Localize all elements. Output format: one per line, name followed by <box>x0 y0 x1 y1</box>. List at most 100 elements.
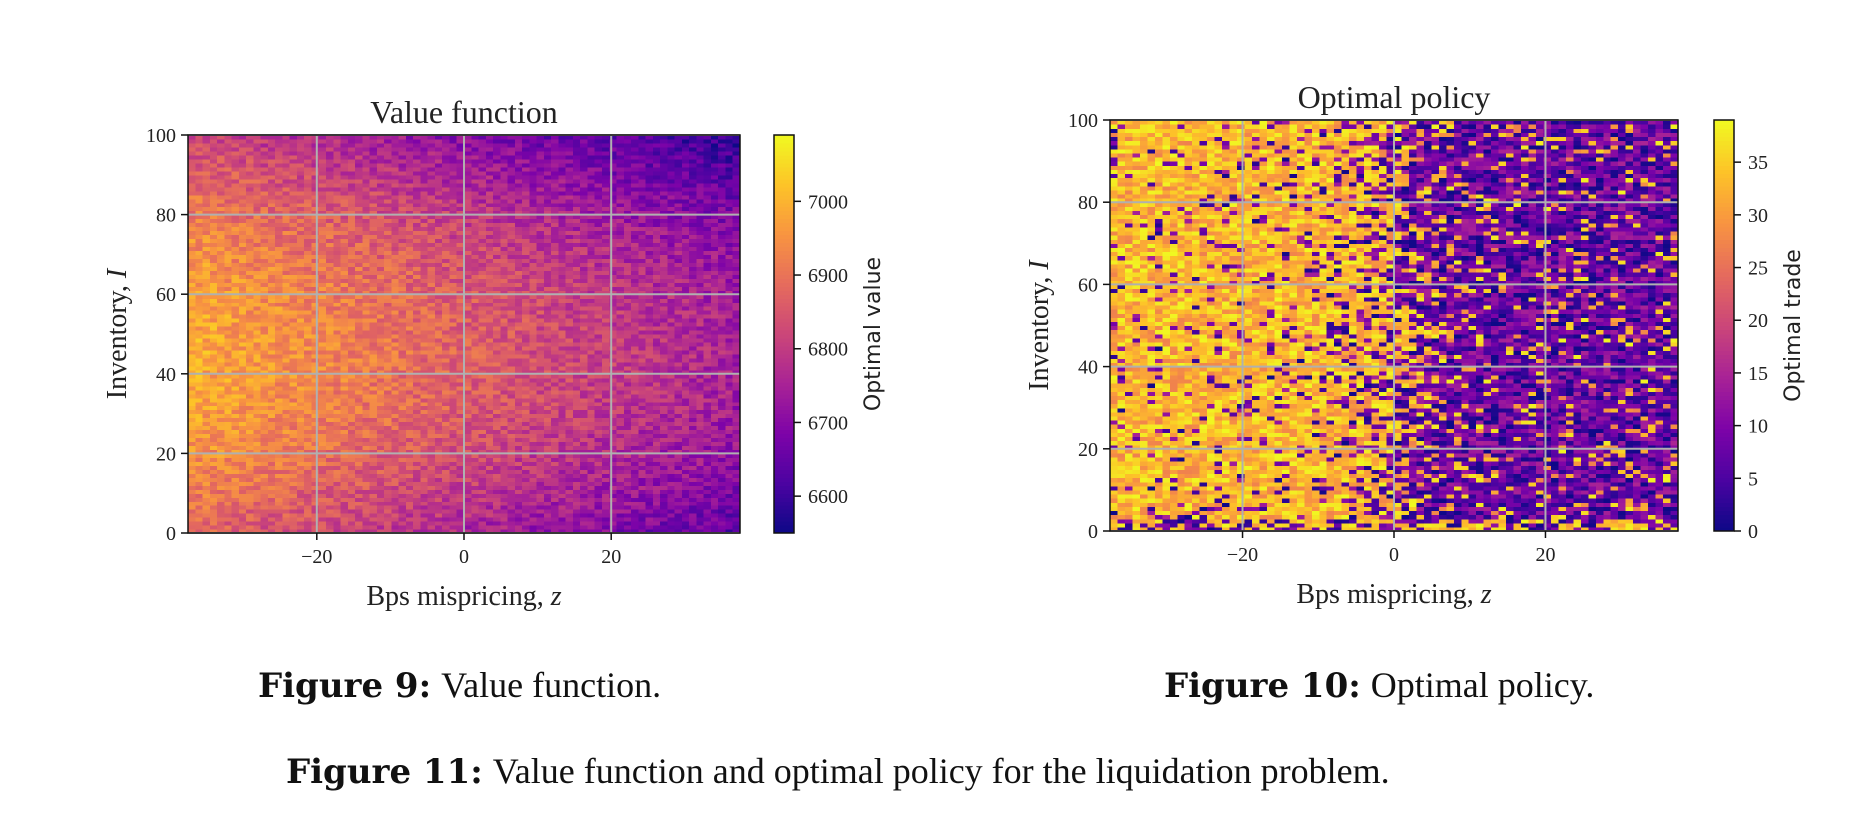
heatmap-cell <box>631 341 639 347</box>
heatmap-cell <box>689 282 698 287</box>
heatmap-cell <box>340 449 349 454</box>
heatmap-cell <box>224 294 233 299</box>
heatmap-cell <box>536 314 545 319</box>
heatmap-cell <box>420 493 429 498</box>
heatmap-cell <box>681 290 690 295</box>
heatmap-cell <box>471 525 480 530</box>
heatmap-cell <box>434 385 443 391</box>
heatmap-cell <box>369 449 378 454</box>
heatmap-cell <box>558 433 567 439</box>
heatmap-cell <box>616 341 625 347</box>
heatmap-cell <box>434 294 443 299</box>
heatmap-cell <box>362 461 371 466</box>
heatmap-cell <box>689 310 698 315</box>
heatmap-cell <box>289 318 298 323</box>
heatmap-cell <box>609 353 618 359</box>
heatmap-cell <box>485 421 494 427</box>
heatmap-cell <box>231 529 240 534</box>
heatmap-cell <box>565 326 574 331</box>
heatmap-cell <box>195 377 204 383</box>
heatmap-cell <box>456 274 465 279</box>
heatmap-cell <box>587 489 596 494</box>
heatmap-cell <box>209 306 218 311</box>
heatmap-cell <box>645 286 654 291</box>
heatmap-cell <box>623 353 632 359</box>
heatmap-cell <box>587 381 596 387</box>
heatmap-cell <box>500 282 509 287</box>
heatmap-cell <box>311 441 320 447</box>
heatmap-cell <box>434 497 443 502</box>
heatmap-cell <box>398 449 407 454</box>
heatmap-cell <box>275 286 284 291</box>
heatmap-cell <box>420 334 429 339</box>
heatmap-cell <box>652 469 661 474</box>
heatmap-cell <box>253 278 262 283</box>
heatmap-cell <box>623 513 632 518</box>
heatmap-cell <box>638 453 647 458</box>
heatmap-cell <box>420 505 429 510</box>
heatmap-cell <box>543 282 552 287</box>
heatmap-cell <box>246 413 254 419</box>
heatmap-cell <box>434 330 443 335</box>
heatmap-cell <box>652 445 661 451</box>
heatmap-cell <box>362 278 371 283</box>
heatmap-cell <box>594 497 603 502</box>
heatmap-cell <box>529 389 538 395</box>
heatmap-cell <box>660 469 668 474</box>
heatmap-cell <box>565 409 574 415</box>
heatmap-cell <box>623 278 632 283</box>
heatmap-cell <box>238 513 247 518</box>
heatmap-cell <box>434 493 443 498</box>
heatmap-cell <box>645 529 654 534</box>
heatmap-cell <box>442 318 451 323</box>
heatmap-cell <box>449 465 458 470</box>
heatmap-cell <box>514 417 523 423</box>
heatmap-cell <box>311 505 320 510</box>
heatmap-cell <box>652 302 661 307</box>
heatmap-cell <box>253 282 262 287</box>
heatmap-cell <box>304 322 313 327</box>
heatmap-cell <box>616 310 625 315</box>
heatmap-cell <box>246 385 254 391</box>
heatmap-cell <box>543 290 552 295</box>
heatmap-cell <box>572 397 581 403</box>
heatmap-cell <box>602 302 610 307</box>
heatmap-cell <box>398 274 407 279</box>
heatmap-cell <box>710 274 719 279</box>
heatmap-cell <box>434 461 443 466</box>
heatmap-cell <box>195 405 204 411</box>
heatmap-cell <box>456 278 465 283</box>
heatmap-cell <box>362 505 371 510</box>
heatmap-cell <box>718 302 727 307</box>
heatmap-cell <box>231 337 240 343</box>
heatmap-cell <box>580 437 589 443</box>
heatmap-cell <box>231 497 240 502</box>
heatmap-cell <box>485 445 494 451</box>
heatmap-cell <box>224 497 233 502</box>
heatmap-cell <box>543 353 552 359</box>
heatmap-cell <box>318 270 327 275</box>
heatmap-cell <box>638 409 647 415</box>
heatmap-cell <box>384 421 392 427</box>
heatmap-cell <box>376 294 385 299</box>
heatmap-cell <box>442 469 451 474</box>
heatmap-cell <box>718 405 727 411</box>
heatmap-cell <box>500 493 509 498</box>
heatmap-cell <box>500 361 509 367</box>
heatmap-cell <box>231 365 240 371</box>
heatmap-cell <box>652 525 661 530</box>
heatmap-cell <box>565 282 574 287</box>
heatmap-cell <box>471 290 480 295</box>
heatmap-cell <box>638 441 647 447</box>
heatmap-cell <box>638 405 647 411</box>
heatmap-cell <box>536 517 545 522</box>
heatmap-cell <box>202 393 211 399</box>
heatmap-cell <box>340 501 349 506</box>
heatmap-cell <box>267 517 276 522</box>
heatmap-cell <box>376 413 385 419</box>
heatmap-cell <box>405 433 414 439</box>
heatmap-cell <box>311 409 320 415</box>
heatmap-cell <box>384 465 392 470</box>
heatmap-cell <box>311 445 320 451</box>
heatmap-cell <box>536 469 545 474</box>
